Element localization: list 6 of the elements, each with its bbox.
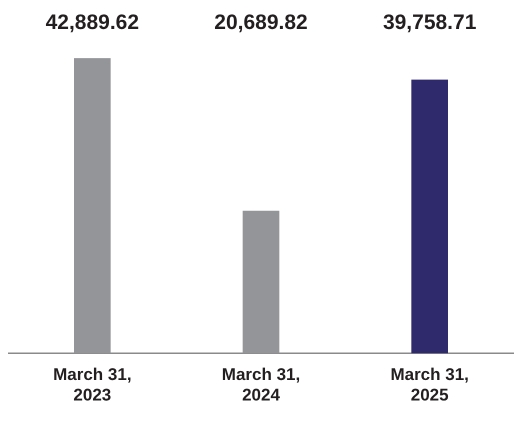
x-tick-label: March 31, 2025	[390, 365, 469, 404]
x-tick-label: March 31, 2024	[222, 365, 300, 404]
x-tick-label: March 31, 2023	[53, 365, 132, 404]
data-label: 39,758.71	[382, 10, 477, 34]
data-label: 20,689.82	[214, 10, 308, 34]
data-label: 42,889.62	[46, 10, 140, 34]
